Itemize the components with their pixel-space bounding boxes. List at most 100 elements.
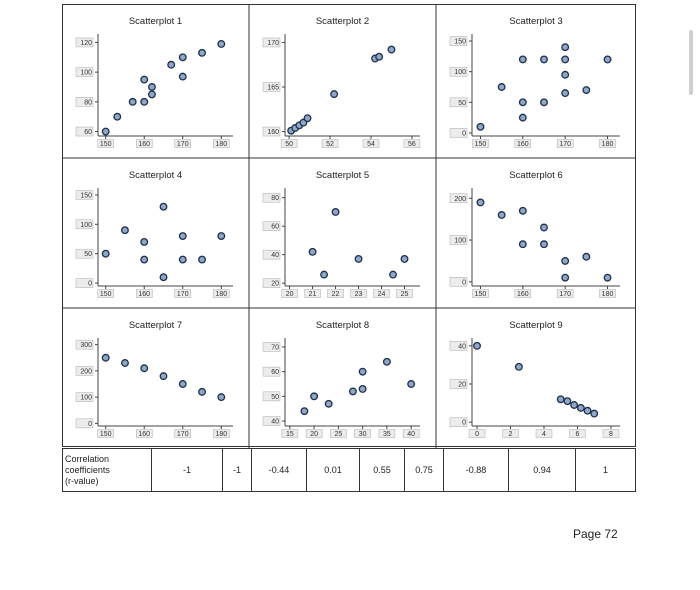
y-tick-label: 150	[80, 192, 92, 199]
chart-title: Scatterplot 2	[316, 16, 369, 27]
x-tick-label-box	[556, 139, 574, 148]
data-point	[473, 341, 481, 350]
x-tick-label-box	[373, 289, 390, 298]
x-tick-label-box	[514, 139, 532, 148]
correlation-label-line-3: (r-value)	[65, 475, 99, 486]
r-value-cell: 0.01	[306, 448, 360, 492]
y-tick-label-box	[449, 417, 468, 427]
data-point	[140, 255, 149, 264]
y-tick-label-box	[449, 97, 468, 108]
y-tick-label-box	[449, 193, 468, 204]
x-tick-label-box	[502, 429, 519, 438]
x-tick-label-box	[599, 289, 616, 298]
data-point	[561, 55, 570, 64]
x-tick-label-box	[97, 429, 114, 438]
y-tick-label-box	[449, 66, 468, 77]
r-value-cell: -0.88	[443, 448, 509, 492]
scrollbar[interactable]	[689, 30, 693, 95]
data-point	[540, 98, 548, 107]
y-tick-label: 60	[84, 129, 92, 136]
data-point	[308, 247, 317, 256]
x-tick-label-box	[602, 429, 620, 438]
data-point	[497, 211, 506, 219]
x-tick-label-box	[330, 429, 347, 438]
y-tick-label: 0	[462, 279, 466, 286]
data-point	[113, 112, 122, 121]
y-tick-label-box	[262, 278, 281, 288]
correlation-label-line-1: Correlation	[65, 453, 110, 464]
y-tick-label: 200	[454, 196, 466, 203]
y-tick-label-box	[262, 192, 281, 203]
x-tick-label: 21	[309, 291, 317, 298]
data-point	[140, 364, 149, 373]
x-tick-label-box	[281, 429, 299, 438]
x-tick-label: 8	[609, 431, 613, 438]
y-tick-label-box	[75, 278, 94, 288]
scatterplot-7: Scatterplot 7 150 160 170 180 0 100 200 300	[75, 320, 233, 438]
correlation-label-cell: Correlation coefficients (r-value)	[62, 448, 152, 492]
y-tick-label: 120	[80, 40, 92, 47]
x-tick-label: 23	[355, 291, 363, 298]
y-tick-label-box	[262, 126, 281, 137]
data-point	[101, 127, 110, 136]
data-point	[561, 256, 570, 265]
y-tick-label-box	[75, 366, 94, 376]
x-tick-label-box	[378, 429, 396, 438]
correlation-label-line-2: coefficients	[65, 464, 110, 475]
data-point	[178, 53, 187, 62]
x-tick-label-box	[321, 139, 339, 148]
x-tick-label-box	[174, 139, 192, 148]
data-point	[167, 60, 176, 69]
data-point	[556, 395, 565, 404]
y-tick-label: 150	[454, 39, 466, 46]
y-tick-label-box	[75, 67, 94, 77]
x-tick-label-box	[213, 289, 230, 298]
x-tick-label: 15	[286, 431, 294, 438]
x-tick-label-box	[472, 289, 489, 298]
data-point	[348, 387, 357, 396]
data-point	[563, 397, 572, 406]
scatterplot-4: Scatterplot 4 150 160 170 180 0 50 100 150	[75, 170, 233, 298]
data-point	[147, 83, 156, 91]
x-tick-label: 54	[367, 141, 375, 148]
x-tick-label-box	[402, 429, 420, 438]
y-tick-label-box	[449, 277, 468, 287]
data-point	[198, 255, 206, 264]
chart-title: Scatterplot 8	[316, 320, 369, 331]
data-point	[476, 198, 485, 207]
data-point	[198, 387, 206, 396]
data-point	[561, 273, 570, 282]
x-tick-label-box	[354, 429, 371, 438]
data-point	[178, 72, 187, 81]
x-tick-label-box	[556, 289, 574, 298]
x-tick-label: 20	[310, 431, 318, 438]
y-tick-label: 70	[271, 344, 279, 351]
y-tick-label: 40	[271, 252, 279, 259]
y-tick-label: 100	[80, 395, 92, 402]
y-tick-label: 0	[462, 420, 466, 427]
data-point	[583, 406, 592, 415]
y-tick-label-box	[449, 341, 468, 351]
x-tick-label-box	[135, 429, 153, 438]
x-tick-label: 25	[401, 291, 409, 298]
data-point	[330, 90, 339, 99]
y-tick-label-box	[75, 392, 94, 402]
data-point	[540, 240, 548, 249]
data-point	[518, 98, 527, 107]
y-tick-label-box	[75, 339, 94, 350]
x-tick-label-box	[213, 429, 230, 438]
x-tick-label: 150	[475, 141, 487, 148]
x-tick-label-box	[569, 429, 586, 438]
x-tick-label-box	[97, 289, 114, 298]
x-tick-label-box	[304, 289, 321, 298]
data-point	[320, 270, 329, 279]
x-tick-label: 150	[475, 291, 487, 298]
x-tick-label-box	[135, 289, 153, 298]
x-tick-label: 52	[326, 141, 334, 148]
data-point	[303, 114, 312, 123]
x-tick-label-box	[472, 139, 489, 148]
y-tick-label: 20	[271, 281, 279, 288]
y-tick-label: 0	[88, 281, 92, 288]
y-tick-label-box	[75, 126, 94, 137]
